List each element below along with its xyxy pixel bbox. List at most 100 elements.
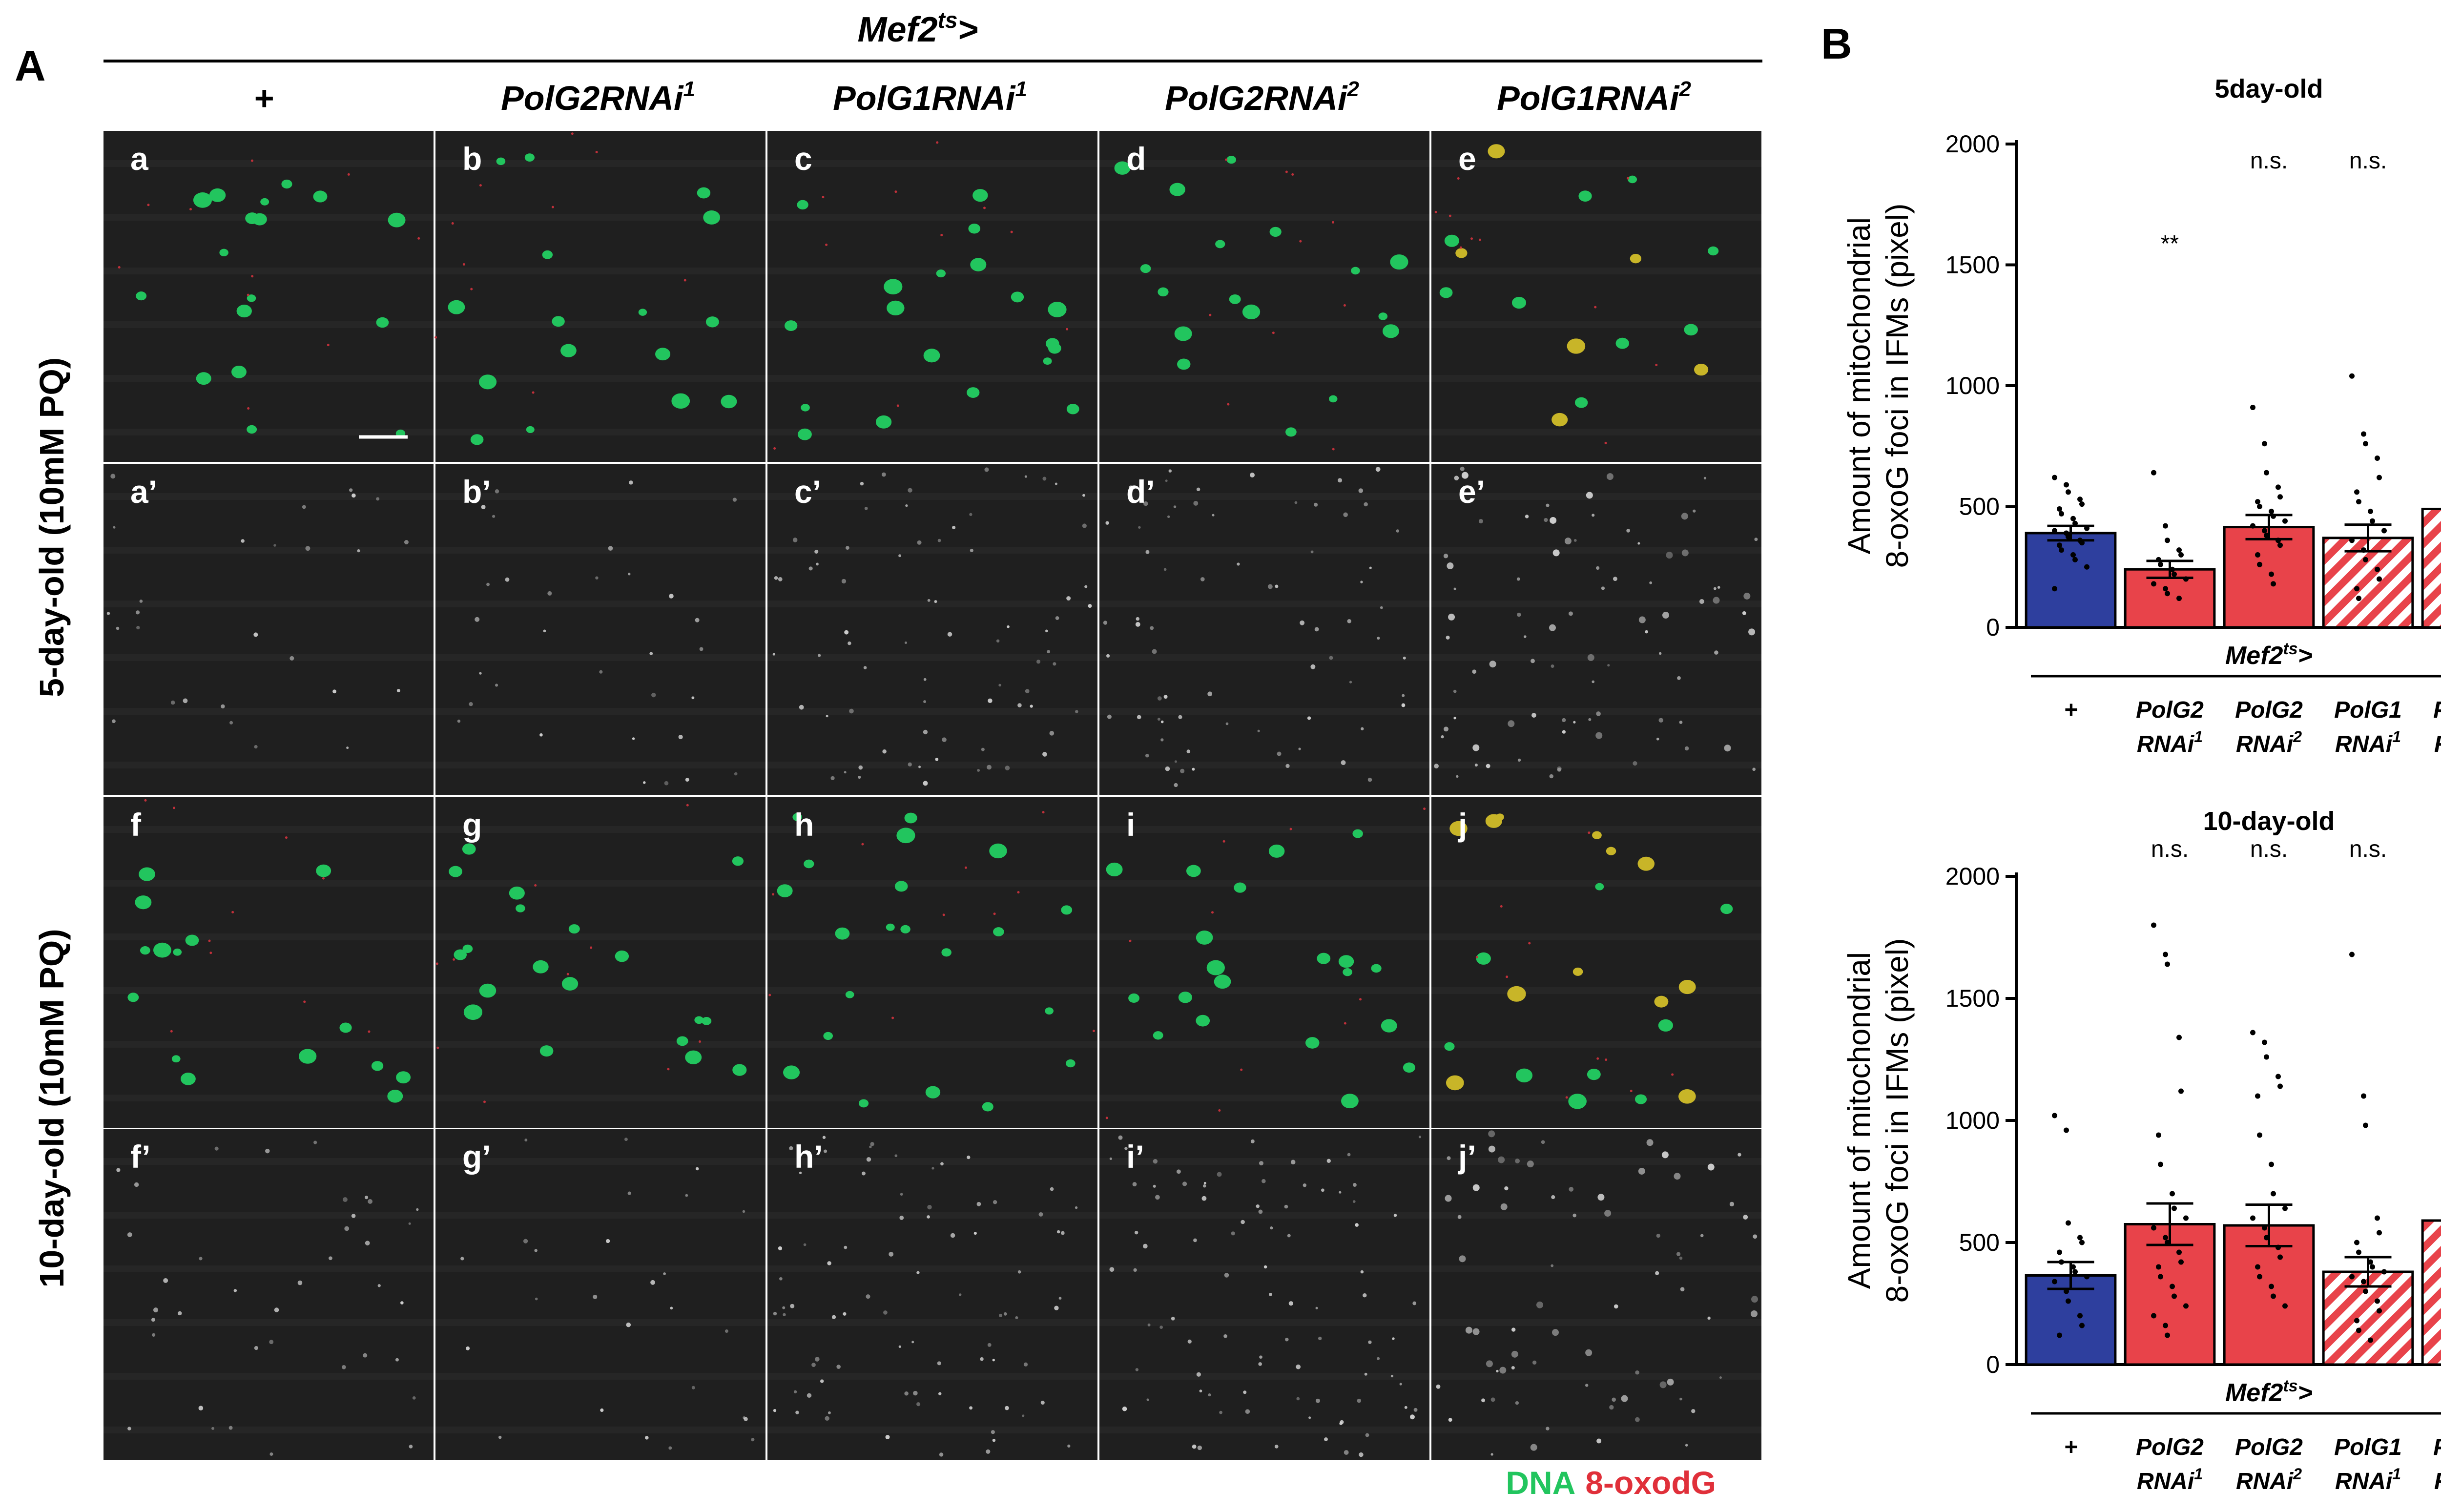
foci-spot	[1321, 1188, 1324, 1192]
data-point	[2066, 1298, 2071, 1304]
oxo-spot	[479, 184, 482, 187]
foci-spot	[773, 1409, 777, 1412]
nucleus-spot	[1444, 234, 1459, 247]
data-point	[2257, 1274, 2262, 1280]
panel-letter: f	[130, 807, 142, 843]
data-point	[2066, 534, 2071, 539]
panel-letter: b’	[462, 474, 491, 510]
oxo-spot	[470, 288, 473, 290]
foci-spot	[938, 1392, 942, 1396]
striation	[1431, 987, 1761, 994]
striation	[767, 493, 1097, 500]
foci-spot	[395, 1358, 399, 1362]
foci-spot	[332, 689, 336, 694]
category-label-line2: RNAi1	[2137, 1465, 2203, 1494]
oxo-spot	[1604, 441, 1607, 444]
foci-spot	[1303, 1183, 1307, 1187]
oxo-spot	[1343, 304, 1346, 307]
nucleus-spot	[1140, 264, 1151, 273]
nucleus-spot	[732, 856, 744, 866]
foci-spot	[1201, 1196, 1207, 1201]
foci-spot	[774, 576, 778, 580]
striation	[1431, 1319, 1761, 1326]
data-point	[2262, 441, 2267, 447]
data-point	[2255, 552, 2260, 558]
foci-spot	[1022, 1414, 1025, 1417]
foci-spot	[691, 1386, 695, 1389]
data-point	[2377, 576, 2382, 582]
foci-spot	[1569, 1187, 1574, 1192]
nucleus-spot	[1439, 287, 1453, 298]
data-point	[2072, 557, 2078, 562]
column-header-4: PolG1RNAi2	[1497, 77, 1691, 117]
micrograph-f: f	[103, 797, 434, 1128]
striation	[767, 160, 1097, 167]
striation	[103, 1373, 434, 1380]
nucleus-spot	[896, 828, 915, 844]
striation	[767, 1041, 1097, 1048]
data-point	[2158, 1274, 2163, 1280]
nucleus-spot	[1606, 847, 1616, 855]
foci-spot	[883, 1310, 888, 1315]
y-tick-label: 500	[1959, 493, 2000, 520]
foci-spot	[1751, 1310, 1758, 1317]
nucleus-spot	[396, 1071, 411, 1084]
nucleus-spot	[1338, 955, 1354, 968]
foci-spot	[1171, 1316, 1175, 1321]
nucleus-spot	[196, 372, 211, 385]
striation	[103, 1265, 434, 1272]
foci-spot	[772, 653, 776, 656]
oxo-spot	[435, 962, 438, 965]
foci-spot	[1604, 1210, 1612, 1217]
foci-spot	[523, 1239, 528, 1243]
foci-spot	[811, 1363, 816, 1367]
data-point	[2059, 511, 2064, 517]
foci-spot	[986, 1449, 991, 1454]
data-point	[2151, 581, 2156, 587]
micrograph-h’: h’	[767, 1129, 1097, 1460]
micrograph-bg	[1099, 131, 1429, 462]
chart-10day: 10-day-old Amount of mitochondrial8-oxoG …	[1841, 807, 2441, 1494]
data-point	[2052, 528, 2057, 534]
striation	[103, 933, 434, 940]
data-point	[2183, 1303, 2189, 1309]
nucleus-spot	[173, 948, 182, 956]
foci-spot	[1738, 1153, 1741, 1157]
micrograph-g’: g’	[435, 1129, 765, 1460]
foci-spot	[492, 515, 496, 518]
nucleus-spot	[193, 192, 212, 208]
striation	[103, 321, 434, 328]
foci-spot	[1147, 1323, 1151, 1326]
nucleus-spot	[1343, 968, 1352, 976]
nucleus-spot	[281, 179, 292, 189]
foci-spot	[1472, 1184, 1480, 1191]
nucleus-spot	[968, 223, 981, 234]
foci-spot	[1259, 1161, 1263, 1166]
foci-spot	[134, 1182, 139, 1187]
striation	[1099, 762, 1429, 768]
micrograph-e: e	[1431, 131, 1761, 462]
data-point	[2361, 547, 2366, 553]
oxo-spot	[453, 958, 455, 961]
foci-spot	[848, 641, 851, 645]
foci-spot	[1557, 767, 1561, 772]
foci-spot	[211, 1427, 215, 1430]
oxo-spot	[534, 884, 537, 887]
foci-spot	[1656, 737, 1659, 741]
oxo-spot	[773, 447, 776, 450]
nucleus-spot	[454, 949, 467, 960]
foci-spot	[1527, 1160, 1534, 1168]
nucleus-spot	[900, 925, 910, 933]
foci-spot	[1658, 718, 1664, 723]
data-point	[2250, 1215, 2255, 1221]
oxo-spot	[1211, 911, 1214, 914]
data-point	[2262, 528, 2267, 534]
foci-spot	[1588, 718, 1592, 721]
oxo-spot	[936, 141, 939, 144]
foci-spot	[685, 1194, 688, 1197]
foci-spot	[778, 1246, 783, 1251]
data-point	[2156, 1132, 2161, 1138]
foci-spot	[1481, 1398, 1485, 1403]
data-point	[2178, 1259, 2184, 1265]
foci-spot	[1357, 1398, 1361, 1403]
